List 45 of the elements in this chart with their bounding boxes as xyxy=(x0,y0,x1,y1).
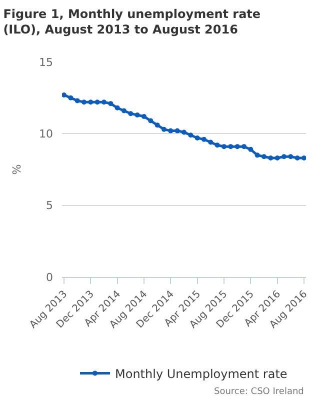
point xyxy=(282,154,286,160)
point xyxy=(122,108,126,114)
point xyxy=(222,144,226,150)
point xyxy=(302,156,306,161)
point xyxy=(114,105,120,110)
point xyxy=(202,136,206,142)
point xyxy=(74,98,80,104)
point xyxy=(88,100,94,105)
point xyxy=(128,111,134,116)
point xyxy=(154,122,160,128)
source-note: Source: CSO Ireland xyxy=(214,387,304,397)
point xyxy=(262,154,266,160)
point xyxy=(288,154,294,160)
point xyxy=(142,114,146,119)
point xyxy=(82,100,86,105)
point xyxy=(194,135,200,140)
point xyxy=(228,144,234,150)
point xyxy=(102,100,106,105)
point xyxy=(268,156,274,161)
point xyxy=(68,95,74,100)
point xyxy=(248,146,254,152)
point xyxy=(94,100,100,105)
point xyxy=(234,144,240,150)
point xyxy=(188,132,194,138)
y-tick-label: 15 xyxy=(39,56,53,69)
y-tick-label: 0 xyxy=(46,270,53,284)
y-tick-label: 5 xyxy=(46,199,53,212)
point xyxy=(174,128,180,134)
point xyxy=(254,152,260,158)
point xyxy=(162,126,166,132)
point xyxy=(294,156,300,161)
point xyxy=(208,140,214,145)
point xyxy=(134,112,140,118)
point xyxy=(148,118,154,124)
legend-label: Monthly Unemployment rate xyxy=(115,366,288,381)
point xyxy=(214,142,220,148)
point xyxy=(62,92,66,98)
point xyxy=(274,156,280,161)
y-tick-label: 10 xyxy=(39,128,53,141)
chart-title: Figure 1, Monthly unemployment rate (ILO), August 2013 to August 2016 xyxy=(3,7,261,37)
point xyxy=(242,144,246,150)
point xyxy=(108,101,114,106)
point xyxy=(182,130,186,135)
y-axis-title: % xyxy=(10,164,24,175)
point xyxy=(168,128,174,134)
